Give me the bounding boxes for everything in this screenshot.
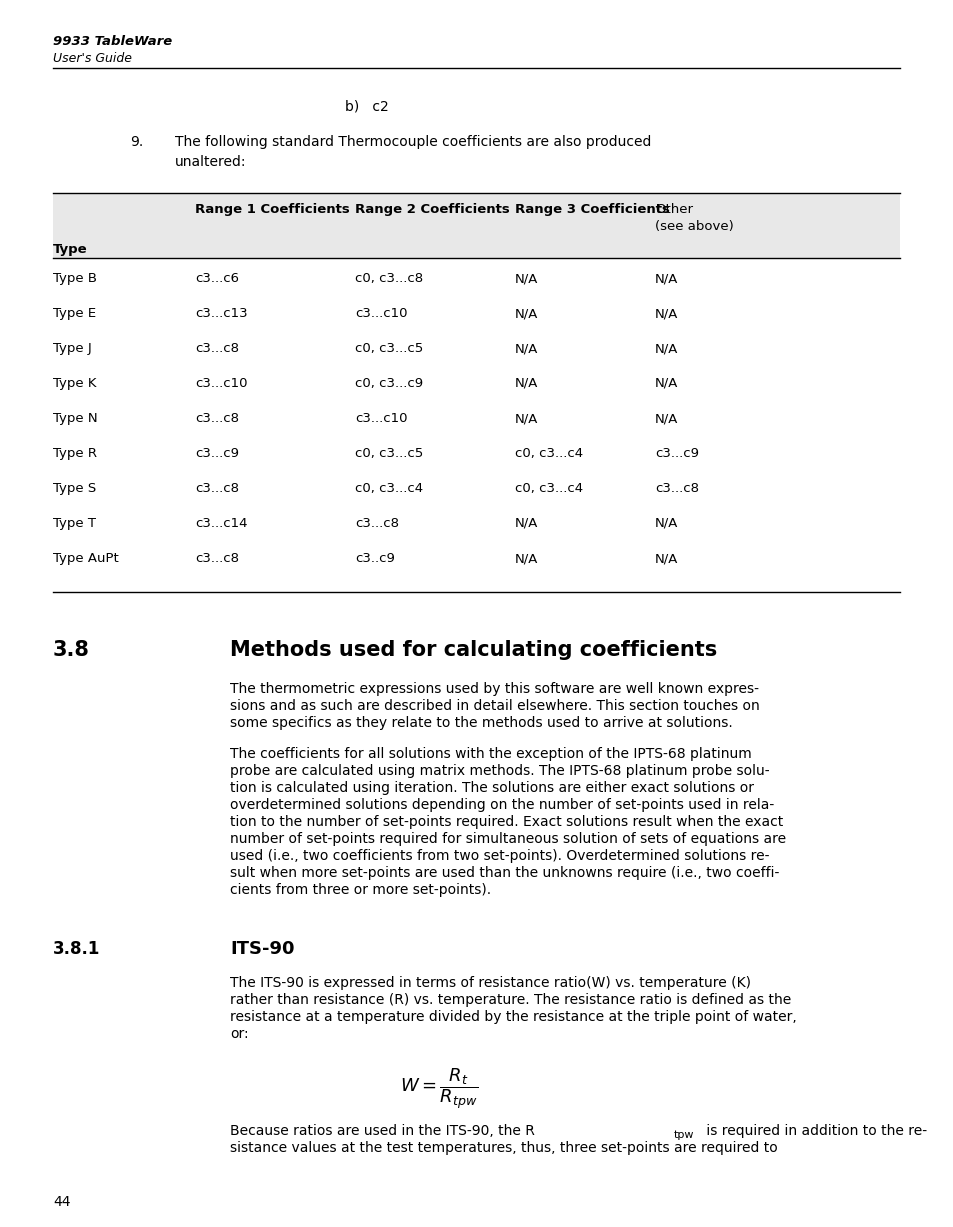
Text: probe are calculated using matrix methods. The IPTS-68 platinum probe solu-: probe are calculated using matrix method… [230,764,769,778]
Text: Methods used for calculating coefficients: Methods used for calculating coefficient… [230,640,717,660]
Text: c3...c8: c3...c8 [355,517,398,530]
Text: c3...c10: c3...c10 [355,412,407,425]
Text: Type R: Type R [53,447,97,460]
Text: 44: 44 [53,1195,71,1209]
Text: Range 2 Coefficients: Range 2 Coefficients [355,202,509,216]
Text: Type: Type [53,243,88,256]
Text: ITS-90: ITS-90 [230,940,294,958]
Text: Type K: Type K [53,377,96,390]
Text: c0, c3...c5: c0, c3...c5 [355,447,423,460]
Text: N/A: N/A [515,552,537,564]
Text: used (i.e., two coefficients from two set-points). Overdetermined solutions re-: used (i.e., two coefficients from two se… [230,849,769,863]
Text: Because ratios are used in the ITS-90, the R: Because ratios are used in the ITS-90, t… [230,1124,535,1137]
Text: The ITS-90 is expressed in terms of resistance ratio(W) vs. temperature (K): The ITS-90 is expressed in terms of resi… [230,975,750,990]
Text: tion is calculated using iteration. The solutions are either exact solutions or: tion is calculated using iteration. The … [230,782,753,795]
Text: Type E: Type E [53,307,96,320]
Text: N/A: N/A [655,517,678,530]
Text: Type S: Type S [53,482,96,494]
Text: c3...c8: c3...c8 [194,412,239,425]
Text: Type J: Type J [53,342,91,355]
Text: Range 3 Coefficients: Range 3 Coefficients [515,202,669,216]
Text: unaltered:: unaltered: [174,155,246,169]
Text: resistance at a temperature divided by the resistance at the triple point of wat: resistance at a temperature divided by t… [230,1010,796,1025]
Text: c0, c3...c4: c0, c3...c4 [515,447,582,460]
Text: Other: Other [655,202,692,216]
Text: The thermometric expressions used by this software are well known expres-: The thermometric expressions used by thi… [230,682,759,696]
Text: c3...c6: c3...c6 [194,272,239,285]
Text: The coefficients for all solutions with the exception of the IPTS-68 platinum: The coefficients for all solutions with … [230,747,751,761]
Text: c3...c8: c3...c8 [655,482,699,494]
Text: sult when more set-points are used than the unknowns require (i.e., two coeffi-: sult when more set-points are used than … [230,866,779,880]
Text: c0, c3...c8: c0, c3...c8 [355,272,423,285]
Text: 9933 TableWare: 9933 TableWare [53,36,172,48]
Text: N/A: N/A [515,272,537,285]
Text: c3..c9: c3..c9 [355,552,395,564]
Text: c3...c13: c3...c13 [194,307,248,320]
Text: N/A: N/A [655,412,678,425]
Text: (see above): (see above) [655,220,733,233]
Text: 3.8.1: 3.8.1 [53,940,100,958]
Text: c3...c8: c3...c8 [194,342,239,355]
Text: c3...c14: c3...c14 [194,517,247,530]
Bar [53,193,899,258]
Text: N/A: N/A [655,307,678,320]
Text: c3...c8: c3...c8 [194,552,239,564]
Text: Range 1 Coefficients: Range 1 Coefficients [194,202,350,216]
Text: N/A: N/A [515,307,537,320]
Text: c0, c3...c4: c0, c3...c4 [355,482,423,494]
Text: is required in addition to the re-: is required in addition to the re- [701,1124,926,1137]
Text: c0, c3...c4: c0, c3...c4 [515,482,582,494]
Text: N/A: N/A [655,342,678,355]
Text: N/A: N/A [515,377,537,390]
Text: number of set-points required for simultaneous solution of sets of equations are: number of set-points required for simult… [230,832,785,845]
Text: N/A: N/A [515,517,537,530]
Text: Type B: Type B [53,272,97,285]
Text: tpw: tpw [673,1130,694,1140]
Text: c3...c10: c3...c10 [355,307,407,320]
Text: The following standard Thermocouple coefficients are also produced: The following standard Thermocouple coef… [174,135,651,148]
Text: Type AuPt: Type AuPt [53,552,118,564]
Text: cients from three or more set-points).: cients from three or more set-points). [230,883,491,897]
Text: N/A: N/A [655,552,678,564]
Text: $W = \dfrac{R_t}{R_{tpw}}$: $W = \dfrac{R_t}{R_{tpw}}$ [399,1066,477,1110]
Text: rather than resistance (R) vs. temperature. The resistance ratio is defined as t: rather than resistance (R) vs. temperatu… [230,993,790,1007]
Text: c3...c9: c3...c9 [655,447,699,460]
Text: sions and as such are described in detail elsewhere. This section touches on: sions and as such are described in detai… [230,699,759,713]
Text: N/A: N/A [655,377,678,390]
Text: sistance values at the test temperatures, thus, three set-points are required to: sistance values at the test temperatures… [230,1141,777,1155]
Text: c0, c3...c9: c0, c3...c9 [355,377,423,390]
Text: overdetermined solutions depending on the number of set-points used in rela-: overdetermined solutions depending on th… [230,798,774,812]
Text: Type N: Type N [53,412,97,425]
Text: c0, c3...c5: c0, c3...c5 [355,342,423,355]
Text: 9.: 9. [130,135,143,148]
Text: some specifics as they relate to the methods used to arrive at solutions.: some specifics as they relate to the met… [230,717,732,730]
Text: b)   c2: b) c2 [345,99,388,114]
Text: N/A: N/A [515,342,537,355]
Text: N/A: N/A [655,272,678,285]
Text: c3...c9: c3...c9 [194,447,239,460]
Text: Type T: Type T [53,517,96,530]
Text: c3...c10: c3...c10 [194,377,247,390]
Text: 3.8: 3.8 [53,640,90,660]
Text: User's Guide: User's Guide [53,52,132,65]
Text: tion to the number of set-points required. Exact solutions result when the exact: tion to the number of set-points require… [230,815,782,829]
Text: c3...c8: c3...c8 [194,482,239,494]
Text: N/A: N/A [515,412,537,425]
Text: or:: or: [230,1027,249,1040]
